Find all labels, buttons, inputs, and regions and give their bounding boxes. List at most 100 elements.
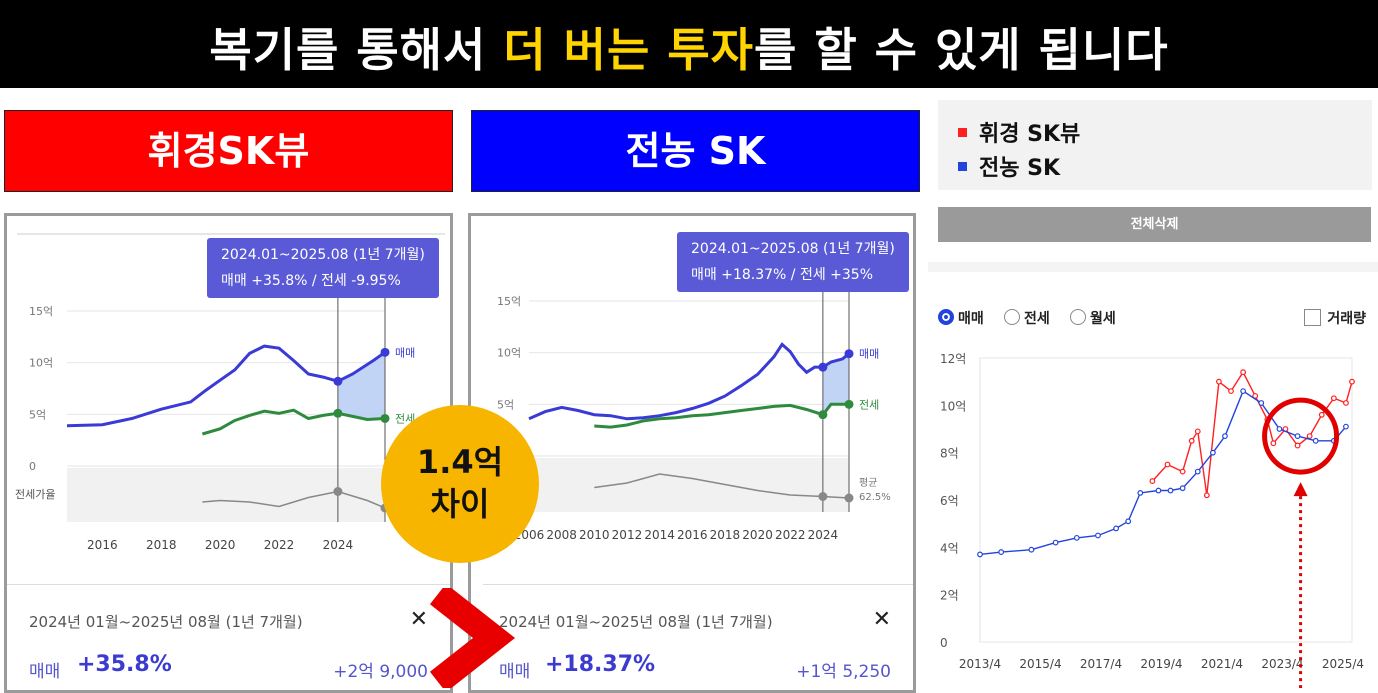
series-line-0	[1151, 370, 1353, 496]
avg-value: 62.5%	[859, 492, 891, 503]
series-point	[1222, 433, 1228, 440]
volume-checkbox[interactable]: 거래량	[1304, 308, 1366, 328]
series-point	[1349, 378, 1355, 385]
x-tick-label: 2014	[644, 528, 675, 542]
y-tick-label: 15억	[497, 295, 521, 308]
legend-label: 전농 SK	[979, 156, 1061, 181]
difference-badge: 1.4억 차이	[381, 405, 539, 563]
comparison-legend: 휘경 SK뷰 전농 SK	[938, 100, 1372, 190]
x-tick-label: 2024	[808, 528, 839, 542]
y-tick-label: 4억	[940, 541, 959, 555]
series-point	[333, 376, 343, 386]
radio-monthly[interactable]: 월세	[1070, 308, 1116, 328]
checkbox-label: 거래량	[1327, 311, 1366, 327]
y-tick-label: 2억	[940, 589, 959, 603]
series-line-2	[594, 473, 850, 499]
series-point	[977, 551, 983, 558]
series-point	[1028, 546, 1035, 553]
emphasis-circle	[1262, 397, 1340, 475]
x-tick-label: 2017/4	[1080, 657, 1122, 671]
x-tick-label: 2013/4	[959, 657, 1001, 671]
radio-dot-icon	[1070, 309, 1086, 325]
x-tick-label: 2020	[742, 528, 773, 542]
series-point	[1125, 518, 1132, 525]
complex-label-middle: 전농 SK	[471, 110, 920, 192]
series-line-0	[528, 342, 850, 421]
series-point	[1113, 525, 1119, 532]
headline-text: 복기를 통해서 더 버는 투자를 할 수 있게 됩니다	[0, 14, 1378, 80]
series-point	[333, 487, 343, 496]
complex-label-left: 휘경SK뷰	[4, 110, 453, 192]
y-tick-label: 5억	[497, 398, 514, 411]
middle-detail-card: 2024년 01월~2025년 08월 (1년 7개월) ✕ 매매 +18.37…	[483, 584, 913, 690]
left-detail-amount: +2억 9,000	[333, 662, 428, 682]
y-tick-label: 5억	[29, 408, 46, 421]
middle-range-tooltip: 2024.01~2025.08 (1년 7개월) 매매 +18.37% / 전세…	[677, 232, 909, 292]
series-point	[1194, 428, 1201, 435]
headline-banner: 복기를 통해서 더 버는 투자를 할 수 있게 됩니다	[0, 0, 1378, 88]
x-tick-label: 2024	[323, 538, 354, 552]
left-detail-range: 2024년 01월~2025년 08월 (1년 7개월)	[29, 613, 303, 631]
radio-label: 매매	[958, 311, 984, 327]
radio-dot-icon	[1004, 309, 1020, 325]
right-comparison-chart: 12억 10억 8억 6억 4억 2억 0 2013/4 2015/4 2017/4 2019/4 2…	[940, 352, 1364, 688]
badge-line1: 1.4억	[416, 443, 504, 481]
series-point	[1330, 395, 1337, 402]
radio-label: 전세	[1024, 311, 1050, 327]
series-point	[1194, 468, 1201, 475]
series-point	[844, 493, 854, 503]
badge-line2: 차이	[430, 485, 490, 523]
headline-part1: 복기를 통해서	[209, 23, 504, 77]
blue-square-icon	[958, 161, 967, 171]
series-point	[1149, 478, 1156, 484]
series-point	[998, 549, 1005, 555]
series-point	[844, 399, 854, 409]
series-point	[1312, 437, 1319, 444]
y-tick-label: 12억	[940, 352, 966, 366]
red-square-icon	[958, 127, 967, 137]
series-point	[1252, 392, 1259, 399]
series-point	[1052, 539, 1059, 546]
y-tick-label: 0	[29, 460, 36, 473]
middle-tooltip-line2: 매매 +18.37% / 전세 +35%	[691, 267, 873, 283]
lower-band-label: 전세가율	[15, 488, 55, 501]
x-tick-label: 2018	[146, 538, 177, 552]
series-point	[1294, 442, 1301, 449]
series-line-1	[979, 390, 1347, 556]
series-point	[1095, 532, 1101, 539]
x-tick-label: 2022	[775, 528, 806, 542]
series-end-label: 전세	[859, 398, 879, 411]
radio-jeonse[interactable]: 전세	[1004, 308, 1050, 328]
close-icon[interactable]: ✕	[872, 607, 891, 632]
left-detail-pct: +35.8%	[77, 652, 172, 677]
close-icon[interactable]: ✕	[409, 607, 428, 632]
series-point	[1073, 534, 1080, 541]
series-point	[1164, 461, 1171, 468]
series-point	[1306, 433, 1313, 440]
delete-all-button[interactable]: 전체삭제	[938, 207, 1371, 242]
middle-detail-amount: +1억 5,250	[796, 662, 891, 682]
emphasis-arrow-head	[1293, 482, 1308, 497]
middle-detail-pct: +18.37%	[545, 652, 656, 677]
middle-detail-label: 매매	[499, 662, 531, 682]
left-tooltip-line1: 2024.01~2025.08 (1년 7개월)	[221, 247, 425, 263]
series-point	[1294, 433, 1301, 440]
radio-label: 월세	[1090, 311, 1116, 327]
series-point	[1343, 423, 1349, 430]
series-point	[1137, 489, 1144, 496]
avg-label: 평균	[859, 477, 877, 489]
plot-frame	[979, 357, 1353, 643]
x-tick-label: 2019/4	[1140, 657, 1182, 671]
x-tick-label: 2016	[677, 528, 708, 542]
series-point	[1203, 492, 1210, 499]
highlight-area	[337, 352, 385, 420]
y-tick-label: 0	[940, 636, 948, 650]
ratio-band	[529, 458, 849, 512]
middle-tooltip-line1: 2024.01~2025.08 (1년 7개월)	[691, 241, 895, 257]
series-point	[380, 413, 390, 423]
series-point	[844, 349, 854, 359]
radio-sale[interactable]: 매매	[938, 308, 984, 328]
series-line-1	[201, 408, 386, 436]
left-detail-label: 매매	[29, 662, 61, 682]
series-point	[1240, 388, 1247, 395]
